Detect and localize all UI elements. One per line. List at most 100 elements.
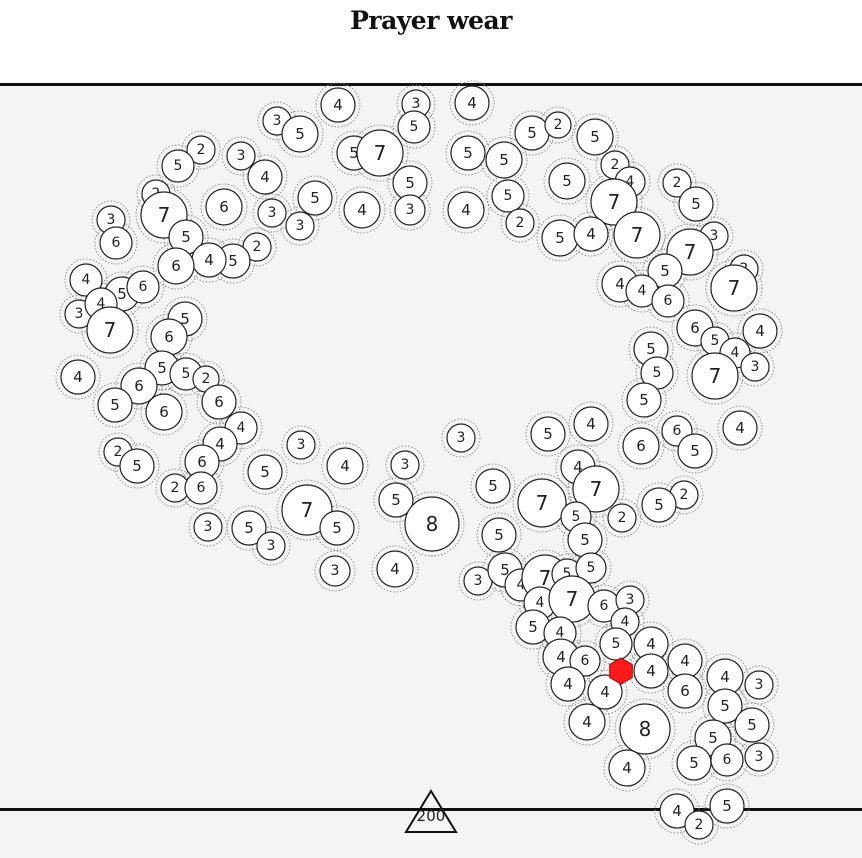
number-disc[interactable]: 3: [390, 450, 420, 480]
number-disc[interactable]: 5: [161, 149, 195, 183]
number-disc[interactable]: 7: [356, 129, 404, 177]
number-disc[interactable]: 3: [394, 194, 426, 226]
number-disc[interactable]: 3: [740, 352, 770, 382]
number-disc[interactable]: 6: [569, 645, 601, 677]
number-disc[interactable]: 6: [622, 427, 660, 465]
number-disc[interactable]: 4: [587, 674, 623, 710]
number-disc[interactable]: 7: [613, 211, 661, 259]
number-disc[interactable]: 5: [397, 110, 431, 144]
number-disc[interactable]: 5: [567, 522, 603, 558]
number-disc[interactable]: 5: [97, 387, 133, 423]
number-disc[interactable]: 5: [297, 180, 333, 216]
number-disc[interactable]: 2: [662, 168, 692, 198]
number-disc[interactable]: 5: [281, 115, 319, 153]
number-disc[interactable]: 5: [485, 141, 523, 179]
number-disc[interactable]: 5: [709, 788, 745, 824]
number-disc[interactable]: 5: [481, 517, 517, 553]
number-disc[interactable]: 5: [707, 688, 743, 724]
number-disc[interactable]: 2: [160, 473, 190, 503]
number-disc[interactable]: 7: [281, 484, 333, 536]
number-disc[interactable]: 5: [626, 382, 662, 418]
number-disc[interactable]: 6: [150, 318, 188, 356]
number-disc[interactable]: 2: [192, 365, 220, 393]
number-disc[interactable]: 4: [706, 658, 744, 696]
number-disc[interactable]: 6: [710, 743, 744, 777]
number-disc[interactable]: 4: [320, 87, 356, 123]
number-disc[interactable]: 5: [676, 745, 712, 781]
number-disc[interactable]: 2: [186, 135, 216, 165]
number-disc[interactable]: 4: [69, 263, 103, 297]
number-disc[interactable]: 4: [633, 653, 669, 689]
number-disc[interactable]: 4: [376, 550, 414, 588]
number-disc[interactable]: 2: [607, 503, 637, 533]
number-disc[interactable]: 7: [710, 264, 758, 312]
number-disc[interactable]: 5: [599, 627, 633, 661]
number-disc[interactable]: 3: [193, 512, 223, 542]
number-disc[interactable]: 3: [256, 531, 286, 561]
number-disc[interactable]: 3: [285, 211, 315, 241]
number-disc[interactable]: 7: [691, 352, 739, 400]
number-disc[interactable]: 6: [184, 471, 218, 505]
number-disc[interactable]: 7: [517, 478, 567, 528]
number-disc[interactable]: 5: [119, 448, 155, 484]
number-disc[interactable]: 5: [677, 433, 713, 469]
number-disc[interactable]: 4: [667, 643, 703, 679]
number-disc[interactable]: 5: [678, 186, 714, 222]
number-disc[interactable]: 5: [491, 179, 525, 213]
number-disc[interactable]: 4: [326, 447, 364, 485]
number-disc[interactable]: 2: [684, 810, 714, 840]
number-disc[interactable]: 6: [205, 188, 243, 226]
number-disc[interactable]: 5: [475, 468, 511, 504]
number-disc[interactable]: 5: [541, 219, 579, 257]
number-disc[interactable]: 5: [450, 135, 486, 171]
number-disc[interactable]: 4: [343, 191, 381, 229]
number-disc[interactable]: 3: [744, 670, 774, 700]
number-disc[interactable]: 6: [126, 270, 160, 304]
number-disc[interactable]: 5: [319, 510, 355, 546]
number-disc[interactable]: 3: [257, 198, 287, 228]
number-disc[interactable]: 3: [446, 423, 476, 453]
number-disc[interactable]: 7: [86, 306, 134, 354]
number-disc[interactable]: 6: [667, 673, 703, 709]
number-disc[interactable]: 5: [576, 118, 614, 156]
number-disc[interactable]: 5: [641, 487, 677, 523]
number-disc[interactable]: 4: [722, 410, 758, 446]
number-disc[interactable]: 6: [99, 226, 133, 260]
number-disc[interactable]: 6: [651, 284, 685, 318]
number-disc[interactable]: 5: [734, 707, 770, 743]
number-disc[interactable]: 4: [573, 216, 609, 252]
number-disc[interactable]: 4: [191, 242, 227, 278]
number-disc[interactable]: 4: [633, 626, 669, 662]
number-disc[interactable]: 4: [550, 666, 586, 702]
highlighted-piece[interactable]: [609, 657, 633, 685]
number-disc[interactable]: 4: [454, 85, 490, 121]
number-disc[interactable]: 6: [201, 384, 237, 420]
number-disc[interactable]: 3: [226, 141, 256, 171]
number-disc[interactable]: 6: [145, 393, 183, 431]
number-disc[interactable]: 4: [60, 359, 96, 395]
number-disc[interactable]: 4: [247, 159, 283, 195]
number-disc[interactable]: 6: [157, 247, 195, 285]
number-disc[interactable]: 3: [286, 430, 316, 460]
number-disc[interactable]: 5: [378, 482, 414, 518]
number-disc[interactable]: 2: [544, 111, 572, 139]
number-disc[interactable]: 3: [615, 585, 645, 615]
number-disc[interactable]: 5: [514, 115, 550, 151]
number-disc[interactable]: 4: [568, 703, 606, 741]
number-disc[interactable]: 7: [572, 465, 620, 513]
number-disc[interactable]: 5: [530, 416, 566, 452]
number-disc[interactable]: 5: [548, 162, 586, 200]
number-disc[interactable]: 8: [619, 703, 671, 755]
number-disc[interactable]: 2: [669, 480, 699, 510]
number-disc[interactable]: 4: [573, 406, 609, 442]
number-disc[interactable]: 6: [587, 589, 621, 623]
number-disc[interactable]: 4: [742, 313, 778, 349]
number-disc[interactable]: 4: [608, 749, 646, 787]
number-disc[interactable]: 3: [319, 555, 351, 587]
number-disc[interactable]: 8: [404, 496, 460, 552]
number-disc[interactable]: 5: [231, 510, 267, 546]
number-disc[interactable]: 2: [505, 208, 535, 238]
number-disc[interactable]: 7: [548, 575, 596, 623]
number-disc[interactable]: 6: [120, 367, 158, 405]
